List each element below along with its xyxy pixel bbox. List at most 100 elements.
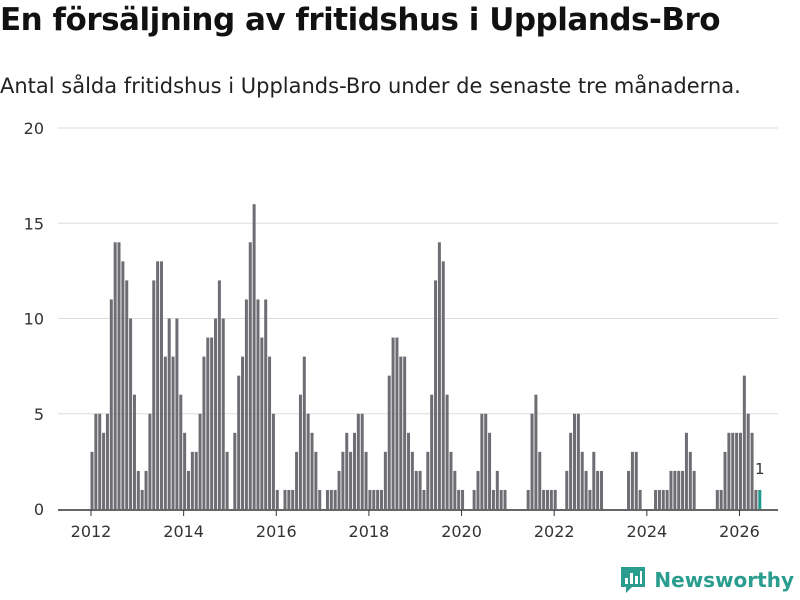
data-label-last: 1 bbox=[755, 460, 765, 478]
bar bbox=[418, 470, 422, 509]
bar bbox=[437, 242, 441, 510]
bar bbox=[549, 489, 553, 509]
bar bbox=[719, 489, 723, 509]
bar bbox=[746, 413, 750, 509]
bar bbox=[383, 451, 387, 509]
bar bbox=[129, 318, 133, 509]
bar bbox=[453, 470, 457, 509]
bar bbox=[271, 413, 275, 509]
bar bbox=[657, 489, 661, 509]
bar bbox=[171, 356, 175, 509]
bar bbox=[295, 451, 299, 509]
bar bbox=[356, 413, 360, 509]
bar bbox=[167, 318, 171, 509]
bar bbox=[337, 470, 341, 509]
bar bbox=[692, 470, 696, 509]
bar bbox=[125, 280, 129, 509]
bar bbox=[684, 432, 688, 509]
bar bbox=[538, 451, 542, 509]
chart-title: En försäljning av fritidshus i Upplands-… bbox=[0, 2, 721, 38]
bar bbox=[109, 299, 113, 509]
bar bbox=[553, 489, 557, 509]
bar bbox=[457, 489, 461, 509]
bar bbox=[495, 470, 499, 509]
bar bbox=[434, 280, 438, 509]
bar bbox=[148, 413, 152, 509]
x-tick-label: 2018 bbox=[349, 522, 390, 541]
brand-name: Newsworthy bbox=[654, 568, 794, 592]
bar bbox=[414, 470, 418, 509]
bar bbox=[105, 413, 109, 509]
bar bbox=[283, 489, 287, 509]
bar bbox=[349, 451, 353, 509]
y-tick-label: 10 bbox=[24, 310, 44, 329]
bar bbox=[441, 261, 445, 509]
x-tick-label: 2012 bbox=[71, 522, 112, 541]
bar bbox=[665, 489, 669, 509]
bar bbox=[341, 451, 345, 509]
bar bbox=[221, 318, 225, 509]
bar bbox=[426, 451, 430, 509]
bar bbox=[484, 413, 488, 509]
bar bbox=[530, 413, 534, 509]
bar bbox=[565, 470, 569, 509]
bar bbox=[503, 489, 507, 509]
bar bbox=[113, 242, 117, 510]
bar bbox=[140, 489, 144, 509]
bar bbox=[214, 318, 218, 509]
bar bbox=[198, 413, 202, 509]
bar bbox=[754, 489, 758, 509]
bar bbox=[360, 413, 364, 509]
bar bbox=[380, 489, 383, 509]
bar bbox=[217, 280, 221, 509]
x-axis-ticks: 2012 2014 2016 2018 2020 2022 2024 2026 bbox=[71, 510, 760, 541]
bar bbox=[634, 451, 638, 509]
bar bbox=[534, 394, 538, 509]
bar bbox=[526, 489, 530, 509]
bar bbox=[233, 432, 237, 509]
bar bbox=[302, 356, 306, 509]
bar bbox=[727, 432, 731, 509]
y-tick-label: 15 bbox=[24, 214, 44, 233]
bar bbox=[580, 451, 584, 509]
bar bbox=[738, 432, 742, 509]
bar bbox=[210, 337, 214, 509]
bar bbox=[600, 470, 604, 509]
bar bbox=[403, 356, 407, 509]
bar bbox=[156, 261, 160, 509]
bar bbox=[395, 337, 399, 509]
bar bbox=[742, 375, 746, 509]
bar bbox=[488, 432, 492, 509]
bar bbox=[588, 489, 592, 509]
x-tick-label: 2024 bbox=[626, 522, 667, 541]
bar bbox=[627, 470, 631, 509]
bar bbox=[260, 337, 264, 509]
bar bbox=[202, 356, 206, 509]
bar bbox=[94, 413, 98, 509]
bar bbox=[596, 470, 600, 509]
bar bbox=[472, 489, 476, 509]
bar bbox=[264, 299, 268, 509]
y-tick-label: 20 bbox=[24, 119, 44, 138]
bar bbox=[669, 470, 673, 509]
bar bbox=[723, 451, 727, 509]
bar bbox=[750, 432, 754, 509]
x-tick-label: 2014 bbox=[163, 522, 204, 541]
bar bbox=[237, 375, 241, 509]
bar bbox=[187, 470, 190, 509]
bar bbox=[661, 489, 665, 509]
bar bbox=[476, 470, 480, 509]
bar bbox=[391, 337, 395, 509]
bar bbox=[206, 337, 210, 509]
chart-subtitle: Antal sålda fritidshus i Upplands-Bro un… bbox=[0, 74, 741, 98]
bar bbox=[90, 451, 94, 509]
x-tick-label: 2022 bbox=[534, 522, 575, 541]
bar bbox=[163, 356, 167, 509]
bar bbox=[314, 451, 318, 509]
bar bbox=[352, 432, 356, 509]
bar bbox=[364, 451, 368, 509]
bar bbox=[190, 451, 194, 509]
y-tick-label: 5 bbox=[34, 405, 44, 424]
bar bbox=[368, 489, 372, 509]
